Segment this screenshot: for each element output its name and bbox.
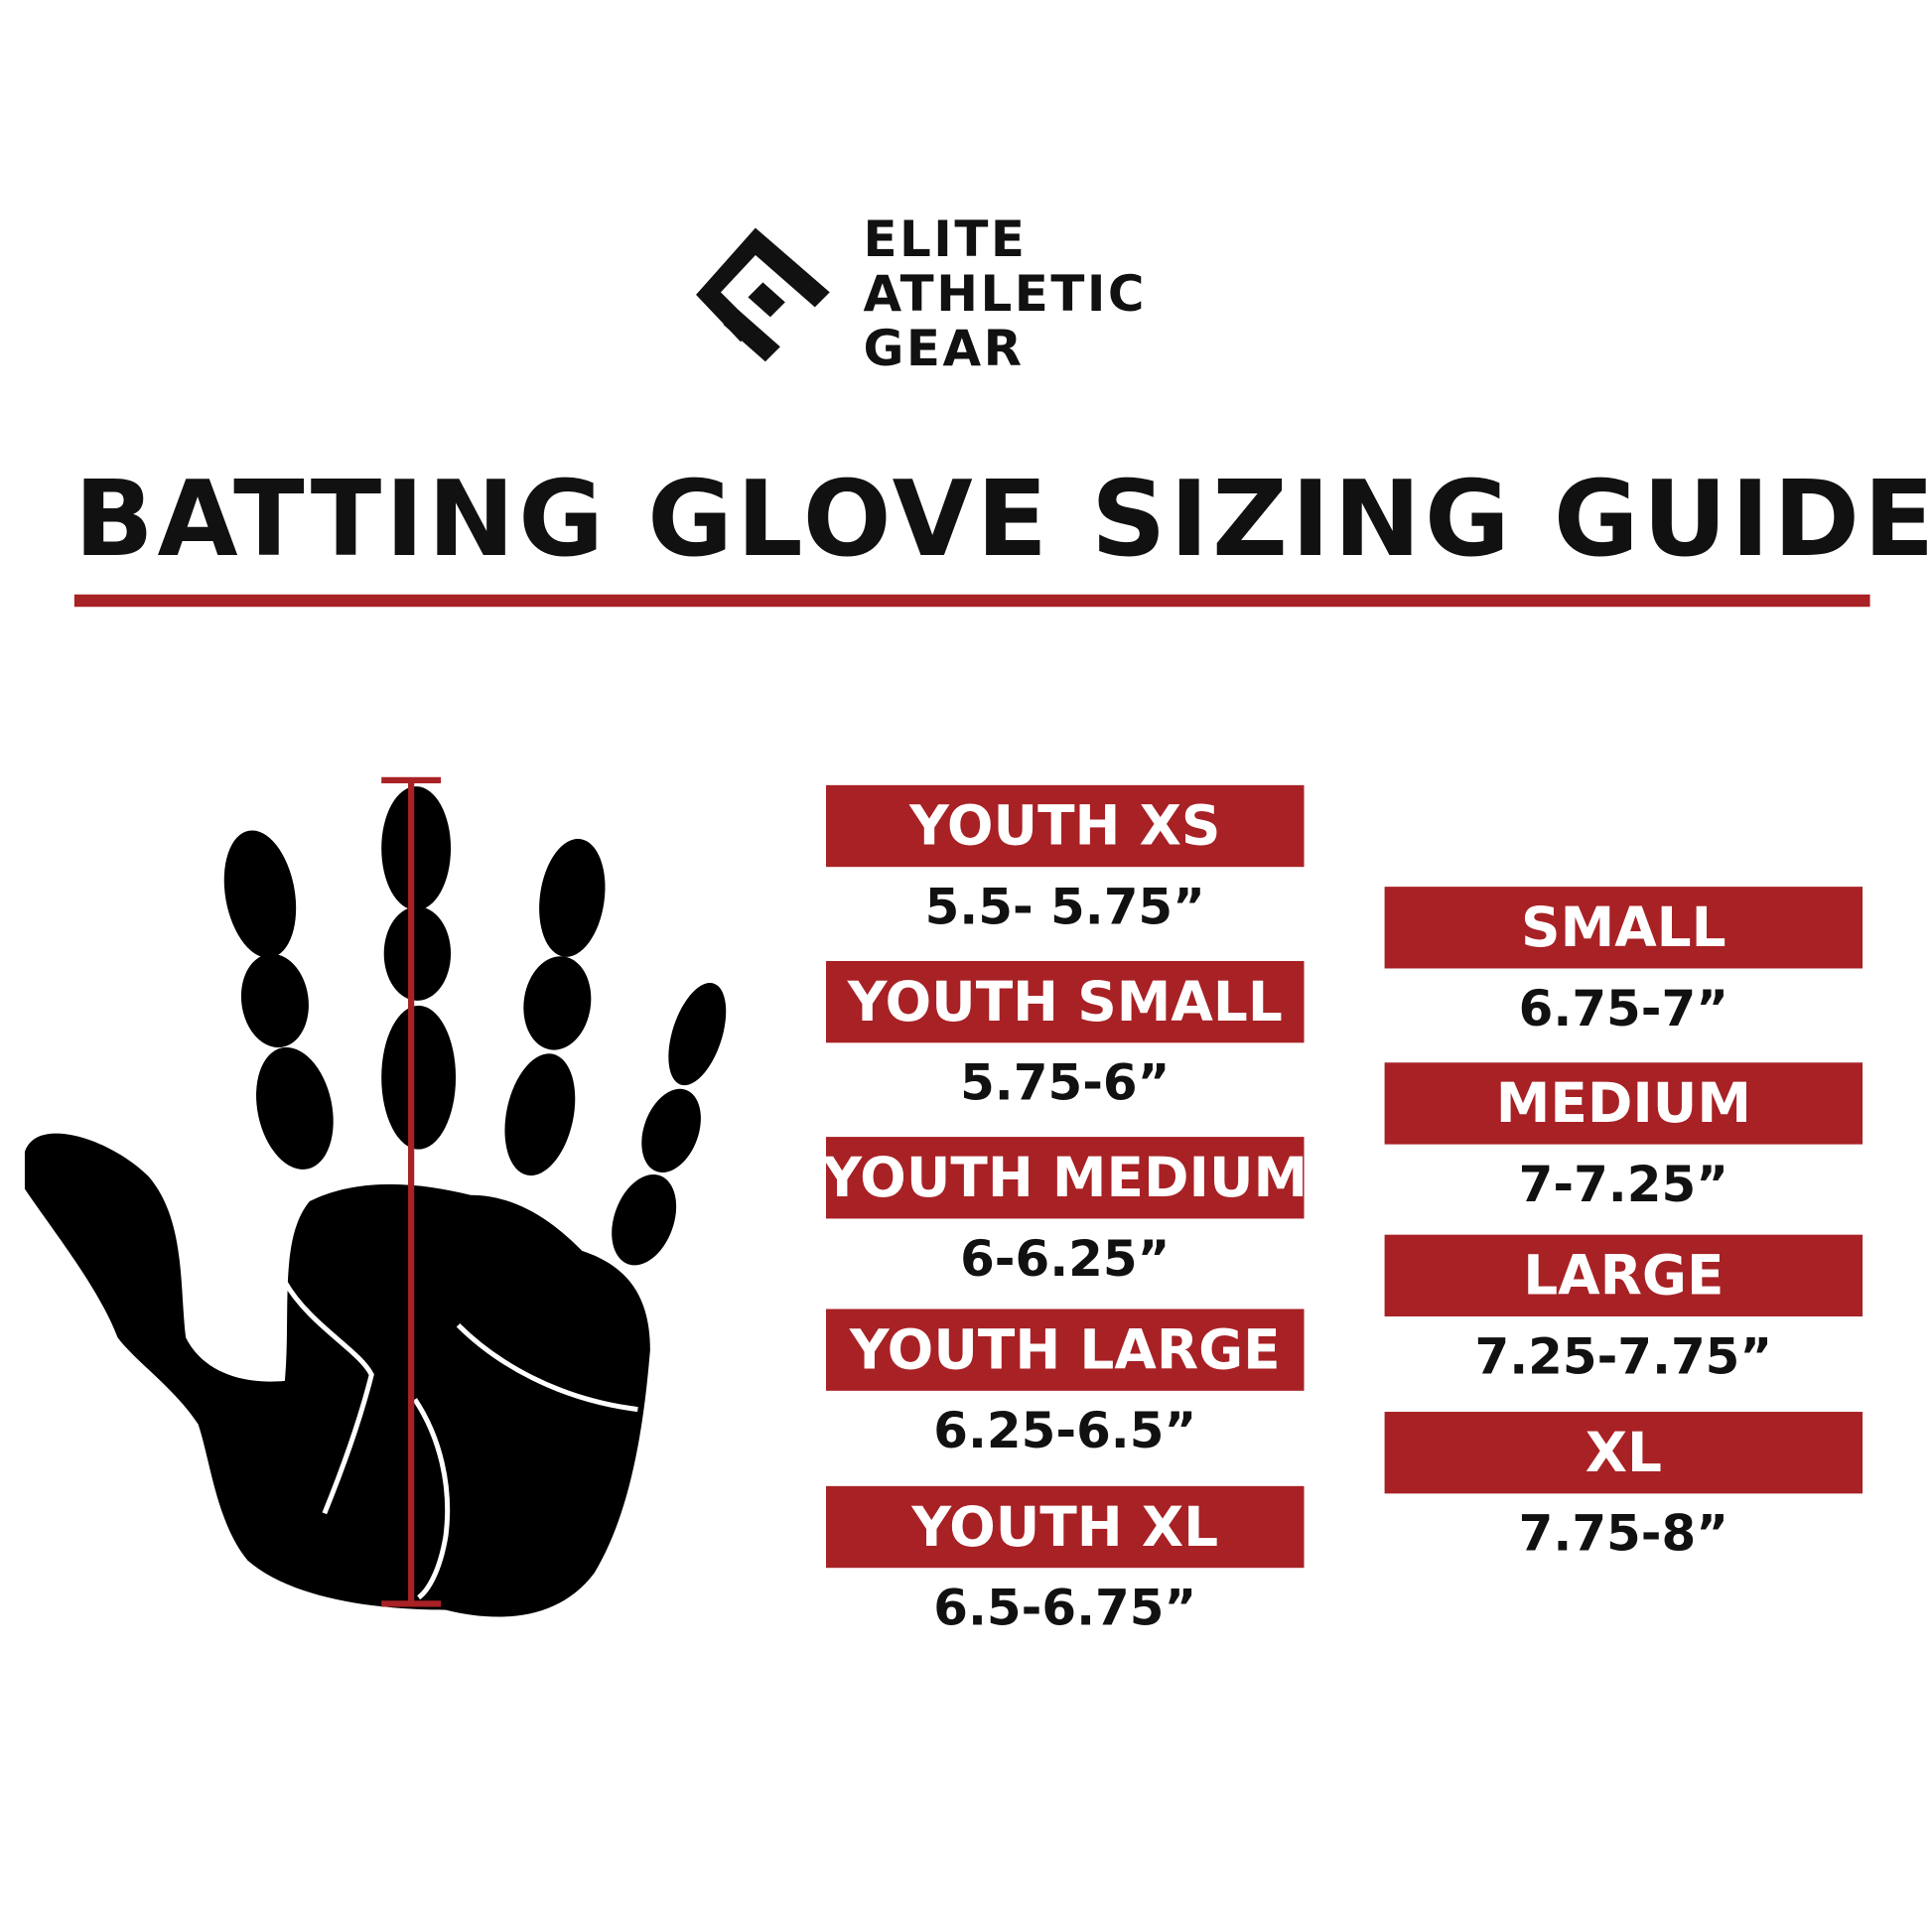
- title-underline: [73, 594, 1870, 608]
- hand-measurement-icon: [24, 776, 727, 1617]
- size-range: 7.25-7.75”: [1474, 1328, 1773, 1386]
- size-label-small: SMALL: [1384, 887, 1863, 969]
- size-label-youth-medium: YOUTH MEDIUM: [822, 1137, 1308, 1219]
- size-label-xl: XL: [1384, 1412, 1863, 1494]
- size-label-youth-xl: YOUTH XL: [826, 1485, 1305, 1569]
- size-label-youth-large: YOUTH LARGE: [826, 1309, 1305, 1391]
- size-range: 6.25-6.5”: [933, 1403, 1197, 1460]
- size-label-youth-small: YOUTH SMALL: [826, 960, 1305, 1043]
- logo-line: ATHLETIC: [863, 266, 1148, 324]
- size-label-youth-xs: YOUTH XS: [826, 784, 1305, 868]
- size-range: 6.75-7”: [1518, 980, 1729, 1038]
- size-range: 7-7.25”: [1518, 1157, 1729, 1214]
- size-label-large: LARGE: [1384, 1234, 1863, 1316]
- size-range: 7.75-8”: [1518, 1505, 1729, 1564]
- size-range: 6-6.25”: [960, 1230, 1171, 1289]
- logo-line: GEAR: [863, 321, 1025, 378]
- e-chevron-logo-icon: [696, 227, 830, 362]
- logo-line: ELITE: [863, 211, 1028, 269]
- brand-wordmark: ELITE ATHLETIC GEAR: [863, 213, 1147, 377]
- size-range: 6.5-6.75”: [933, 1580, 1197, 1638]
- page-title: BATTING GLOVE SIZING GUIDE: [73, 458, 1932, 580]
- size-label-medium: MEDIUM: [1384, 1062, 1863, 1145]
- size-range: 5.75-6”: [960, 1054, 1171, 1113]
- size-range: 5.5- 5.75”: [924, 879, 1205, 937]
